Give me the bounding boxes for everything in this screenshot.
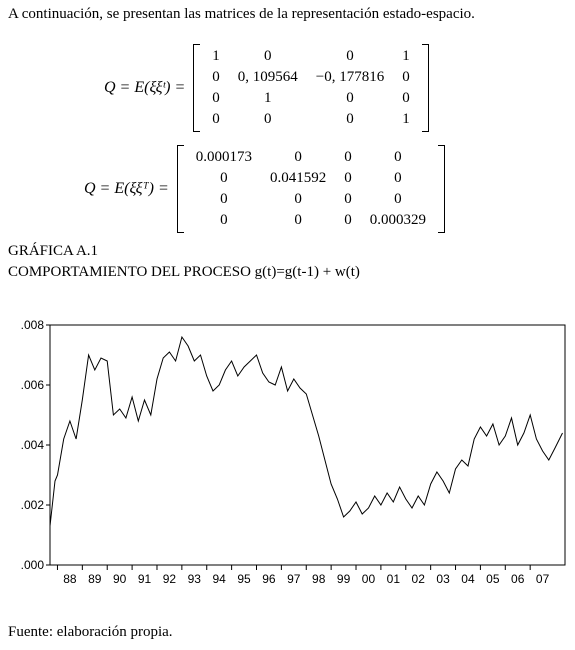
matrix-entry: 0 <box>346 90 354 106</box>
x-tick-label: 07 <box>536 572 550 586</box>
matrix-entry: 0 <box>394 149 402 165</box>
matrix-entry: 0 <box>212 90 220 106</box>
matrix-entry: 1 <box>264 90 272 106</box>
y-tick-label: .006 <box>21 378 45 392</box>
matrix-entry: 0 <box>220 212 228 228</box>
matrix-entry: 1 <box>212 48 220 64</box>
equation: Q = E(ξξᵗ) = 1 0 0 1 0 0, 109564 −0, 177816 0 0 1 0… <box>104 44 430 132</box>
x-tick-label: 98 <box>312 572 326 586</box>
matrix-entry: 0 <box>264 111 272 127</box>
x-tick-label: 00 <box>362 572 376 586</box>
x-tick-label: 04 <box>461 572 475 586</box>
x-tick-label: 88 <box>63 572 77 586</box>
matrix-row: 0 0.041592 0 0 <box>187 168 435 189</box>
matrix-entry: 0 <box>346 48 354 64</box>
x-tick-label: 02 <box>412 572 426 586</box>
matrix-row: 0.000173 0 0 0 <box>187 147 435 168</box>
x-tick-label: 92 <box>163 572 177 586</box>
matrix-entry: 0 <box>402 90 410 106</box>
y-tick-label: .002 <box>21 498 45 512</box>
matrix-entry: 0 <box>402 69 410 85</box>
intro-text: A continuación, se presentan las matrice… <box>8 6 475 22</box>
chart: .000 .002 .004 .006 .008 88 89 90 91 92 93 94 95 96 97… <box>21 318 566 586</box>
matrix-entry: 0 <box>220 170 228 186</box>
matrix-entry: −0, 177816 <box>315 69 385 85</box>
x-tick-label: 05 <box>486 572 500 586</box>
matrix-entry: 0 <box>394 191 402 207</box>
matrix-entry: 0 <box>212 111 220 127</box>
matrix-table: 1 0 0 1 0 0, 109564 −0, 177816 0 0 1 0 0 0 0 0 1 <box>203 46 418 130</box>
matrix-entry: 0 <box>344 191 352 207</box>
matrix-table: 0.000173 0 0 0 0 0.041592 0 0 0 0 0 0 0 0 0 0.000329 <box>187 147 435 231</box>
x-tick-label: 89 <box>88 572 102 586</box>
matrix-entry: 0 <box>212 69 220 85</box>
matrix-row: 0 0 0 0.000329 <box>187 210 435 231</box>
plot-frame <box>49 324 566 566</box>
figure-label: GRÁFICA A.1 <box>8 243 99 259</box>
x-tick-label: 03 <box>436 572 450 586</box>
matrix-entry: 0.041592 <box>270 170 327 186</box>
matrix: 1 0 0 1 0 0, 109564 −0, 177816 0 0 1 0 0 0 0 0 1 <box>193 44 430 132</box>
x-tick-label: 95 <box>237 572 251 586</box>
matrix-entry: 1 <box>402 48 410 64</box>
x-tick-label: 06 <box>511 572 525 586</box>
matrix-entry: 0 <box>264 48 272 64</box>
y-tick-label: .008 <box>21 318 45 332</box>
y-tick-label: .004 <box>21 438 45 452</box>
x-tick-label: 93 <box>188 572 202 586</box>
x-tick-label: 01 <box>387 572 401 586</box>
matrix-entry: 0 <box>294 149 302 165</box>
series-line <box>49 335 563 527</box>
matrix-entry: 0 <box>344 170 352 186</box>
matrix-entry: 0 <box>344 149 352 165</box>
y-tick-label: .000 <box>21 558 45 572</box>
matrix-row: 0 0 0 0 <box>187 189 435 210</box>
matrix-entry: 0, 109564 <box>237 69 298 85</box>
equation: Q = E(ξξᵀ) = 0.000173 0 0 0 0 0.041592 0 0 0 0 0 0 0 0… <box>84 145 446 233</box>
x-tick-label: 94 <box>212 572 226 586</box>
matrix-entry: 0 <box>294 191 302 207</box>
matrix: 0.000173 0 0 0 0 0.041592 0 0 0 0 0 0 0 0 0 0.000329 <box>176 145 446 233</box>
matrix-entry: 0 <box>294 212 302 228</box>
matrix-row: 0 1 0 0 <box>203 88 418 109</box>
equation-lhs: Q = E(ξξᵀ) = <box>84 180 169 197</box>
matrix-entry: 0.000329 <box>369 212 427 228</box>
x-tick-label: 90 <box>113 572 127 586</box>
matrix-row: 0 0 0 1 <box>203 109 418 130</box>
matrix-row: 1 0 0 1 <box>203 46 418 67</box>
matrix-entry: 0 <box>394 170 402 186</box>
matrix-row: 0 0, 109564 −0, 177816 0 <box>203 67 418 88</box>
x-tick-label: 97 <box>287 572 301 586</box>
matrix-entry: 0 <box>346 111 354 127</box>
figure-caption: COMPORTAMIENTO DEL PROCESO g(t)=g(t-1) +… <box>8 264 360 280</box>
matrix-entry: 1 <box>402 111 410 127</box>
x-tick-label: 99 <box>337 572 351 586</box>
equation-lhs: Q = E(ξξᵗ) = <box>104 79 186 96</box>
x-tick-label: 91 <box>138 572 152 586</box>
x-tick-label: 96 <box>262 572 276 586</box>
matrix-entry: 0 <box>344 212 352 228</box>
matrix-entry: 0.000173 <box>195 149 253 165</box>
source-note: Fuente: elaboración propia. <box>8 624 173 640</box>
matrix-entry: 0 <box>220 191 228 207</box>
